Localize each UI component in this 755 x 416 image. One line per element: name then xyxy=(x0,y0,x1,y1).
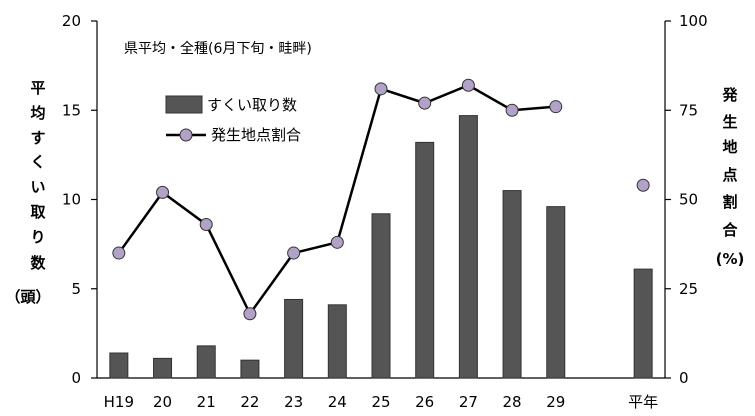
left-axis-label-char: 取 xyxy=(30,203,46,221)
left-tick-label: 0 xyxy=(71,369,81,387)
line-point xyxy=(330,235,344,249)
x-axis-tick-labels: H19 20 21 22 23 24 25 26 27 28 29 平年 xyxy=(104,393,659,411)
left-axis-label-char: 均 xyxy=(30,104,45,122)
right-tick-label: 100 xyxy=(679,12,708,30)
x-tick-label: 20 xyxy=(153,393,172,411)
bar xyxy=(546,206,566,379)
left-axis-label-char: す xyxy=(30,129,45,147)
bar xyxy=(502,190,522,379)
right-axis-label-char: 地 xyxy=(722,138,737,156)
bar xyxy=(153,357,173,379)
x-tick-label: 23 xyxy=(284,393,303,411)
x-tick-label: 28 xyxy=(503,393,522,411)
right-axis-label-char: 合 xyxy=(721,221,738,239)
line-point xyxy=(287,246,301,260)
legend-bar-swatch xyxy=(165,95,203,114)
bar-series xyxy=(109,115,653,379)
x-tick-label: 24 xyxy=(328,393,347,411)
bar xyxy=(327,304,347,379)
right-axis-label-char: 割 xyxy=(722,193,737,211)
bar xyxy=(415,141,435,379)
line-point xyxy=(112,246,126,260)
x-tick-label: 21 xyxy=(197,393,216,411)
left-axis-label-char: 数 xyxy=(30,254,46,272)
right-tick-label: 25 xyxy=(679,280,698,298)
x-tick-label: 22 xyxy=(240,393,259,411)
bar xyxy=(458,115,478,379)
line-point xyxy=(156,185,170,199)
x-tick-label: H19 xyxy=(104,393,134,411)
bar xyxy=(371,213,391,379)
right-axis-label: 発生地点割合 (%) xyxy=(716,86,745,268)
left-axis-label-char: り xyxy=(30,228,45,246)
series-line xyxy=(117,83,556,317)
right-axis-label-char: 生 xyxy=(722,113,737,131)
line-point xyxy=(374,82,388,96)
bar xyxy=(240,359,260,379)
bar xyxy=(196,345,216,379)
left-axis-label-char: く xyxy=(30,153,45,171)
x-tick-label: 29 xyxy=(546,393,565,411)
right-tick-label: 0 xyxy=(679,369,689,387)
right-tick-label: 50 xyxy=(679,191,698,209)
line-point xyxy=(418,96,432,110)
left-tick-label: 15 xyxy=(62,101,81,119)
left-tick-label: 5 xyxy=(71,280,81,298)
right-axis-ticks: 0 25 50 75 100 xyxy=(665,12,708,387)
left-axis-label-char: （頭） xyxy=(5,288,50,306)
x-tick-label: 27 xyxy=(459,393,478,411)
x-tick-label: 平年 xyxy=(628,393,658,411)
left-axis-label-char: 平 xyxy=(30,79,45,97)
x-tick-label: 25 xyxy=(371,393,390,411)
right-tick-label: 75 xyxy=(679,101,698,119)
legend: すくい取り数 発生地点割合 xyxy=(165,95,301,144)
line-point xyxy=(243,307,257,321)
line-point xyxy=(199,217,213,231)
legend-line-marker xyxy=(179,128,193,142)
right-axis-label-char: 発 xyxy=(721,86,738,104)
line-point xyxy=(549,100,563,114)
line-point xyxy=(636,178,650,192)
line-point xyxy=(461,78,475,92)
left-tick-label: 20 xyxy=(62,12,81,30)
right-axis-label-char: 点 xyxy=(722,166,737,184)
line-series xyxy=(112,78,650,321)
chart-title: 県平均・全種(6月下旬・畦畔) xyxy=(124,40,312,57)
bar xyxy=(109,352,129,379)
line-point xyxy=(505,103,519,117)
right-axis-label-char: (%) xyxy=(716,250,745,268)
left-axis-label-char: い xyxy=(30,178,45,196)
left-tick-label: 10 xyxy=(62,191,81,209)
bar xyxy=(633,268,653,379)
legend-line-label: 発生地点割合 xyxy=(211,126,301,144)
x-tick-label: 26 xyxy=(415,393,434,411)
bar xyxy=(284,298,304,379)
left-axis-ticks: 0 5 10 15 20 xyxy=(62,12,97,387)
legend-bar-label: すくい取り数 xyxy=(207,96,297,114)
